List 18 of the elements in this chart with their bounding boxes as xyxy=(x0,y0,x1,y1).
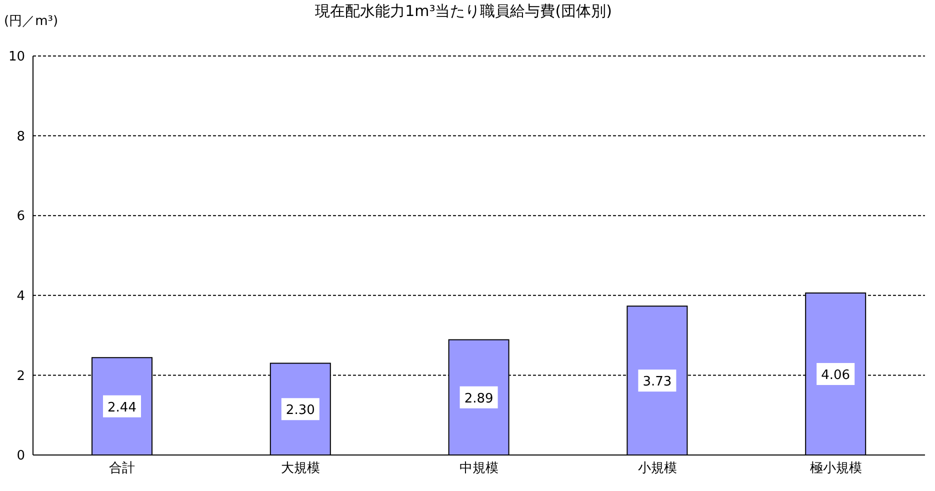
x-tick-label: 大規模 xyxy=(281,461,320,476)
x-tick-label: 合計 xyxy=(109,461,136,476)
y-tick-label: 10 xyxy=(8,50,25,65)
data-label: 2.30 xyxy=(286,403,315,418)
y-tick-label: 6 xyxy=(16,209,25,224)
chart-title: 現在配水能力1m³当たり職員給与費(団体別) xyxy=(315,2,612,20)
y-tick-label: 0 xyxy=(16,448,25,464)
data-label: 2.89 xyxy=(464,391,494,406)
x-tick-label: 小規模 xyxy=(638,461,677,476)
x-tick-label: 極小規模 xyxy=(810,461,862,476)
y-tick-label: 2 xyxy=(16,368,25,384)
y-axis-title: (円／m³) xyxy=(4,13,58,30)
data-label: 3.73 xyxy=(642,374,672,390)
y-tick-label: 4 xyxy=(16,289,25,304)
data-label: 2.44 xyxy=(108,400,136,416)
y-tick-label: 8 xyxy=(16,129,25,144)
data-label: 4.06 xyxy=(821,368,850,384)
x-tick-label: 中規模 xyxy=(460,461,498,476)
